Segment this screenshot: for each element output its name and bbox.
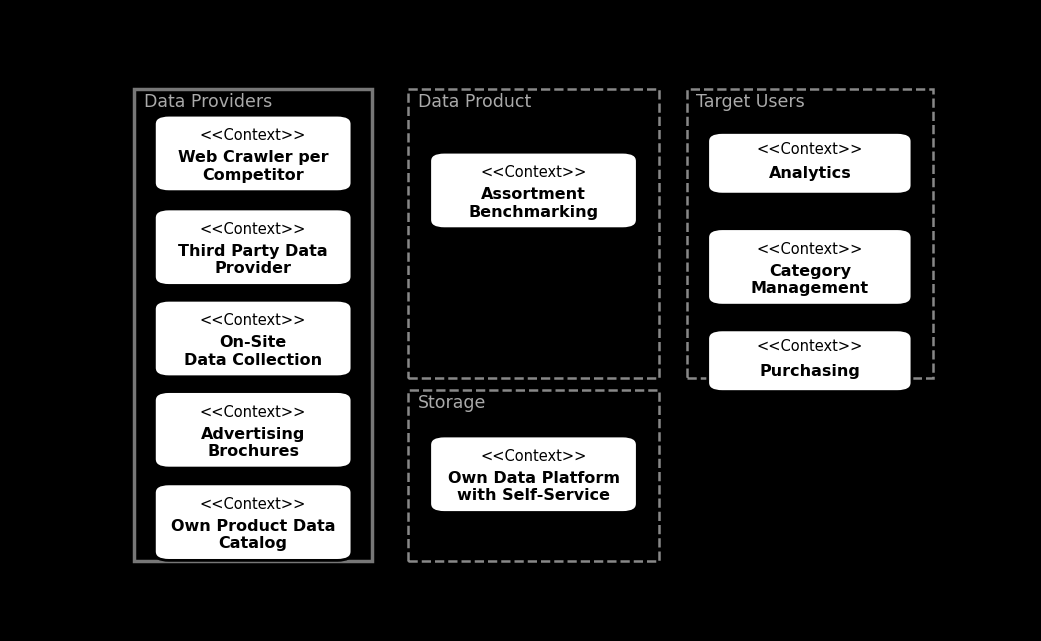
Text: <<Context>>: <<Context>>	[200, 404, 306, 420]
Text: Assortment
Benchmarking: Assortment Benchmarking	[468, 187, 599, 220]
Text: Storage: Storage	[418, 394, 486, 412]
FancyBboxPatch shape	[154, 115, 352, 192]
Text: <<Context>>: <<Context>>	[480, 449, 587, 464]
Text: <<Context>>: <<Context>>	[200, 128, 306, 144]
Bar	[408, 390, 659, 561]
Text: Third Party Data
Provider: Third Party Data Provider	[178, 244, 328, 276]
Text: Purchasing: Purchasing	[759, 363, 860, 379]
FancyBboxPatch shape	[154, 209, 352, 285]
Text: Category
Management: Category Management	[751, 263, 869, 296]
FancyBboxPatch shape	[708, 133, 912, 194]
Text: <<Context>>: <<Context>>	[200, 313, 306, 328]
FancyBboxPatch shape	[430, 152, 637, 229]
FancyBboxPatch shape	[154, 300, 352, 377]
Text: Advertising
Brochures: Advertising Brochures	[201, 427, 305, 459]
Text: On-Site
Data Collection: On-Site Data Collection	[184, 335, 323, 368]
Text: Web Crawler per
Competitor: Web Crawler per Competitor	[178, 150, 329, 183]
Text: Own Product Data
Catalog: Own Product Data Catalog	[171, 519, 335, 551]
Text: Own Data Platform
with Self-Service: Own Data Platform with Self-Service	[448, 471, 619, 503]
FancyBboxPatch shape	[708, 229, 912, 305]
Text: <<Context>>: <<Context>>	[200, 222, 306, 237]
Text: <<Context>>: <<Context>>	[757, 242, 863, 257]
Text: Analytics: Analytics	[768, 166, 852, 181]
Text: Data Providers: Data Providers	[144, 93, 272, 111]
Text: <<Context>>: <<Context>>	[757, 142, 863, 156]
Text: Target Users: Target Users	[696, 93, 806, 111]
FancyBboxPatch shape	[708, 330, 912, 392]
FancyBboxPatch shape	[154, 484, 352, 560]
FancyBboxPatch shape	[430, 436, 637, 513]
Text: Data Product: Data Product	[418, 93, 531, 111]
Text: <<Context>>: <<Context>>	[200, 497, 306, 512]
Bar	[134, 89, 373, 561]
Text: <<Context>>: <<Context>>	[757, 339, 863, 354]
Bar	[687, 89, 933, 378]
Bar	[408, 89, 659, 378]
Text: <<Context>>: <<Context>>	[480, 165, 587, 180]
FancyBboxPatch shape	[154, 392, 352, 468]
